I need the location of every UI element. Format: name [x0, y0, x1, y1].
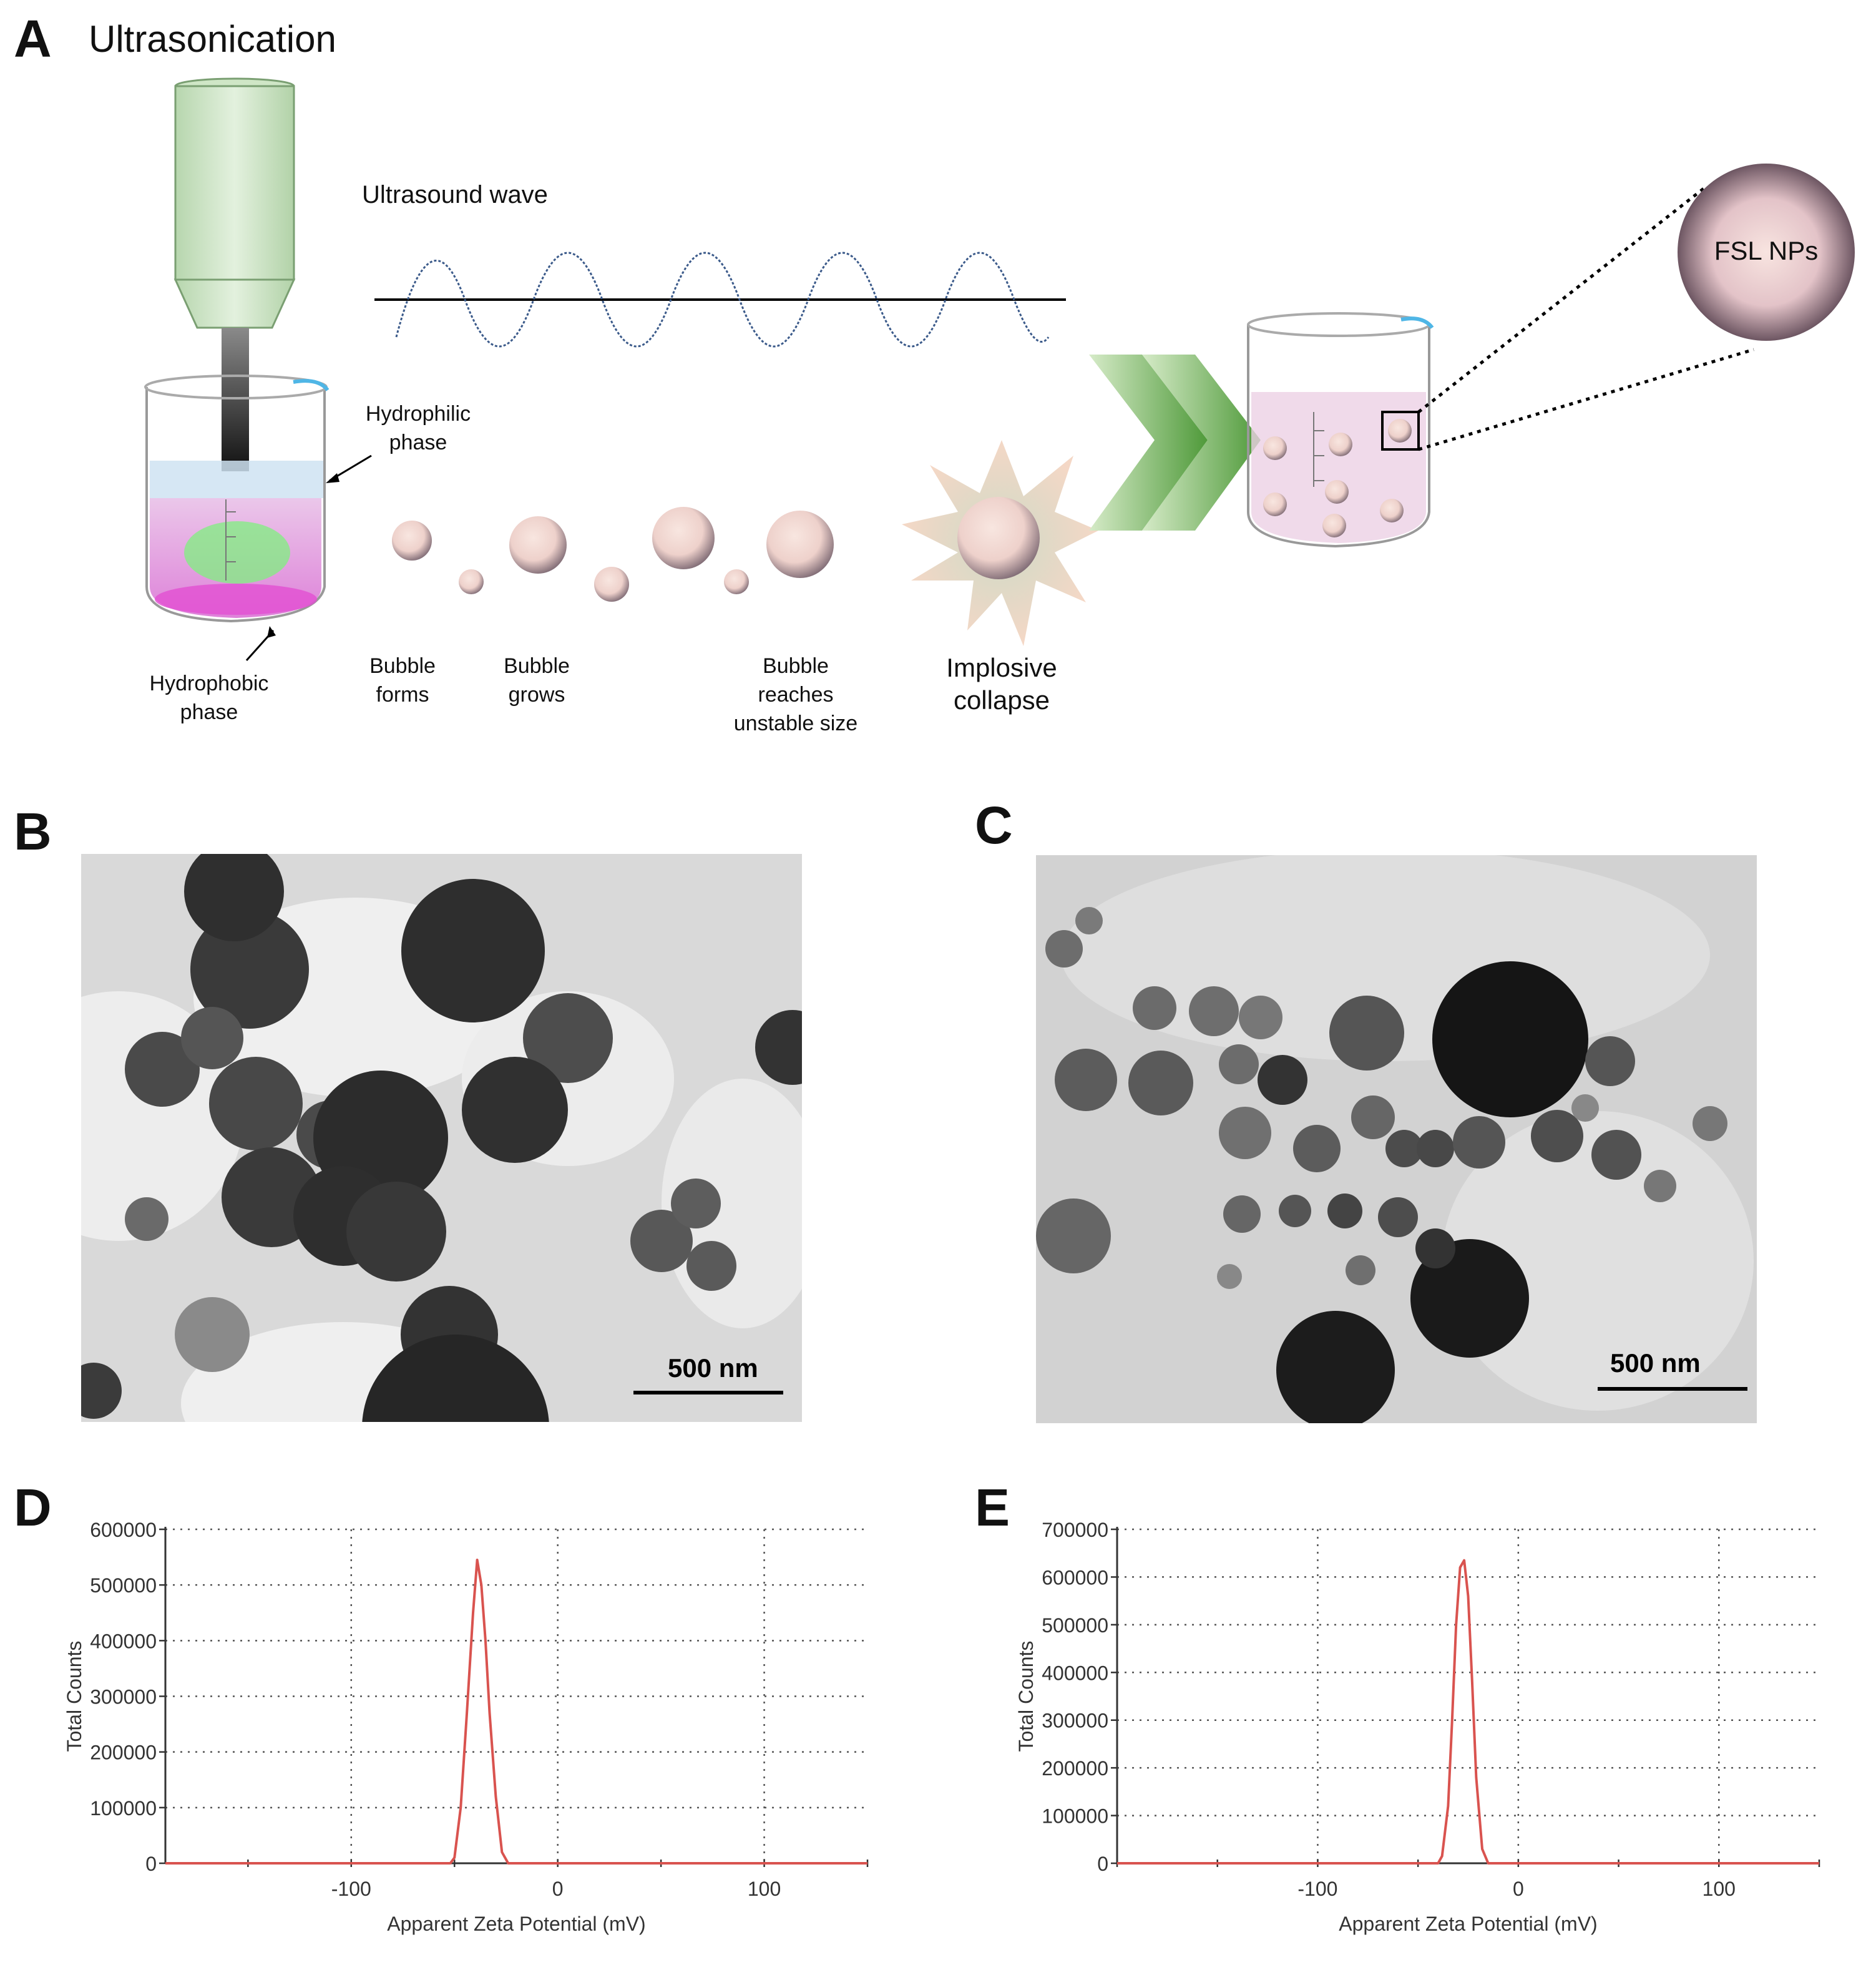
y-tick-label: 100000: [1042, 1805, 1108, 1828]
hydrophobic-label: Hydrophobic phase: [149, 672, 269, 724]
x-tick-label: -100: [1297, 1878, 1337, 1900]
y-tick-label: 300000: [1042, 1710, 1108, 1732]
zoom-callout: [1417, 164, 1855, 451]
panel-letter-c: C: [975, 796, 1013, 855]
scale-bar-c: [1598, 1387, 1747, 1391]
y-tick-label: 500000: [1042, 1614, 1108, 1637]
tem-image-c: 500 nm: [1036, 855, 1757, 1423]
ultrasound-wave: [374, 252, 1066, 348]
x-tick-label: 0: [552, 1878, 564, 1900]
x-tick-label: 0: [1513, 1878, 1524, 1900]
process-arrow: [1089, 355, 1261, 531]
stage-label-grows: Bubble grows: [504, 654, 570, 707]
panel-letter-e: E: [975, 1478, 1010, 1537]
scale-bar-b: [633, 1391, 783, 1394]
series-line: [165, 1559, 867, 1865]
x-tick-label: 100: [748, 1878, 781, 1900]
panel-letter-b: B: [14, 802, 52, 861]
y-tick-label: 0: [145, 1853, 157, 1875]
tem-image-b: 500 nm: [81, 854, 802, 1422]
y-tick-label: 300000: [90, 1686, 157, 1708]
x-axis-title: Apparent Zeta Potential (mV): [387, 1913, 645, 1935]
panel-a-title: Ultrasonication: [89, 18, 336, 60]
zeta-chart-d: 0 100000 200000 300000 400000 500000 600000 -10…: [63, 1519, 869, 1935]
y-tick-label: 500000: [90, 1574, 157, 1597]
beaker-emulsion: [144, 375, 330, 623]
scale-label-c: 500 nm: [1610, 1348, 1701, 1378]
panel-letter-d: D: [14, 1478, 52, 1537]
y-tick-label: 0: [1097, 1853, 1108, 1875]
beaker-product: [1247, 312, 1434, 548]
y-tick-label: 400000: [90, 1630, 157, 1652]
x-tick-label: -100: [331, 1878, 371, 1900]
x-axis-title: Apparent Zeta Potential (mV): [1339, 1913, 1597, 1935]
y-tick-label: 700000: [1042, 1519, 1108, 1541]
hydrophilic-label: Hydrophilic phase: [365, 402, 471, 454]
stage-label-collapse: Implosive collapse: [946, 653, 1057, 715]
y-tick-label: 100000: [90, 1797, 157, 1820]
product-label: FSL NPs: [1714, 236, 1819, 265]
series-line: [1117, 1559, 1819, 1865]
implosion-burst: [902, 440, 1098, 646]
y-axis-title: Total Counts: [63, 1641, 85, 1752]
y-axis-title: Total Counts: [1015, 1641, 1037, 1752]
sonicator-probe: [173, 77, 296, 471]
panel-letter-a: A: [14, 9, 52, 68]
bubble-sequence: [392, 507, 834, 602]
scale-label-b: 500 nm: [668, 1353, 758, 1383]
y-tick-label: 600000: [1042, 1566, 1108, 1589]
stage-label-forms: Bubble forms: [369, 654, 436, 707]
wave-label: Ultrasound wave: [362, 181, 548, 208]
panel-a-schematic: [144, 77, 1855, 662]
y-tick-label: 600000: [90, 1519, 157, 1541]
stage-label-unstable: Bubble reaches unstable size: [733, 654, 858, 735]
y-tick-label: 200000: [1042, 1757, 1108, 1780]
x-tick-label: 100: [1703, 1878, 1736, 1900]
zeta-chart-e: 0 100000 200000 300000 400000 500000 600000 700…: [1015, 1519, 1820, 1935]
y-tick-label: 400000: [1042, 1662, 1108, 1684]
y-tick-label: 200000: [90, 1742, 157, 1764]
